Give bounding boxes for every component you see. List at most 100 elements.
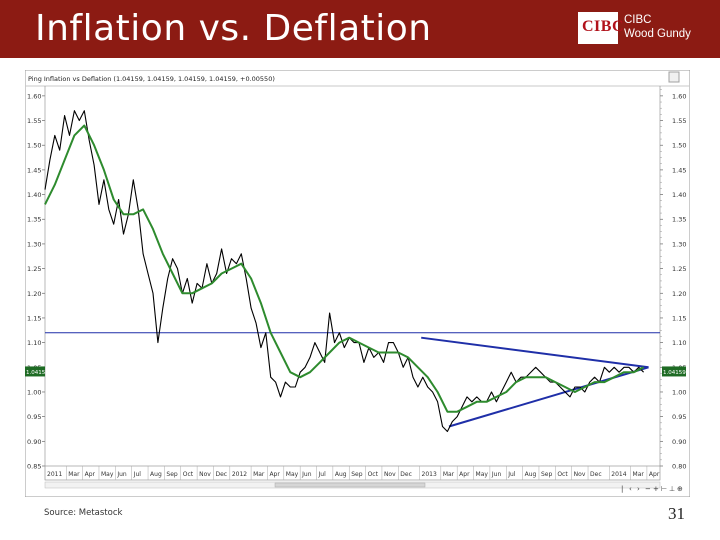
x-tick-label: Oct	[557, 471, 568, 478]
x-tick-label: May	[286, 471, 299, 478]
y-tick-label-right: 1.45	[672, 166, 686, 174]
cibc-logo-mark: CIBC	[578, 12, 624, 44]
page-number: 31	[668, 504, 685, 523]
x-tick-label: May	[101, 471, 114, 478]
y-tick-label-left: 1.50	[27, 142, 41, 150]
y-tick-label-left: 0.90	[27, 438, 41, 446]
scroll-up-button[interactable]	[668, 71, 680, 83]
plot-area	[45, 86, 660, 466]
trendline	[421, 336, 649, 369]
y-tick-label-left: 1.55	[27, 117, 41, 125]
x-tick-label: Dec	[590, 471, 602, 478]
scrollbar-thumb	[274, 482, 426, 488]
toolbar-button[interactable]: ⊥	[669, 485, 675, 493]
logo-wordmark: CIBC Wood Gundy	[624, 13, 691, 41]
y-tick-label-left: 1.35	[27, 216, 41, 224]
y-tick-label-right: 1.40	[672, 191, 686, 199]
source-note: Source: Metastock	[44, 508, 123, 518]
x-tick-label: Apr	[649, 471, 660, 478]
x-tick-label: Dec	[215, 471, 227, 478]
last-value-labels: 1.04159 1.04159	[25, 366, 686, 377]
y-tick-label-right: 1.35	[672, 216, 686, 224]
x-tick-label: Nov	[574, 471, 586, 478]
x-tick-label: Aug	[150, 471, 162, 478]
x-tick-label: Jun	[116, 471, 127, 478]
y-tick-label-left: 0.95	[27, 413, 41, 421]
chart-lines	[44, 110, 660, 433]
x-tick-label: Oct	[183, 471, 194, 478]
y-tick-label-left: 1.10	[27, 339, 41, 347]
toolbar-button[interactable]: −	[645, 485, 651, 493]
logo-line-2: Wood Gundy	[624, 28, 691, 40]
y-tick-label-right: 1.00	[672, 388, 686, 396]
x-tick-label: 2014	[611, 471, 626, 478]
y-tick-label-right: 0.80	[672, 463, 686, 471]
x-tick-label: 2013	[422, 471, 437, 478]
x-tick-label: Jul	[318, 471, 327, 478]
cibc-wood-gundy-logo: CIBC CIBC Wood Gundy	[578, 12, 691, 46]
y-tick-label-right: 1.20	[672, 290, 686, 298]
toolbar-button[interactable]: ⊕	[677, 485, 683, 493]
chart-svg: Ping Inflation vs Deflation (1.04159, 1.…	[24, 69, 691, 498]
y-tick-label-left: 1.25	[27, 265, 41, 273]
y-tick-label-right: 1.30	[672, 240, 686, 248]
x-tick-label: Sep	[351, 471, 363, 478]
y-tick-label-left: 1.40	[27, 191, 41, 199]
last-value-label-left: 1.04159	[26, 370, 49, 376]
y-tick-label-left: 1.30	[27, 240, 41, 248]
toolbar-button[interactable]: ⊢	[661, 485, 667, 493]
x-tick-label: Mar	[253, 471, 265, 478]
chart-toolbar: | ‹ › − + ⊢ ⊥ ⊕	[621, 485, 683, 493]
y-tick-label-right: 1.25	[672, 265, 686, 273]
last-value-label-right: 1.04159	[663, 370, 686, 376]
y-tick-label-left: 1.00	[27, 388, 41, 396]
y-tick-label-right: 0.90	[672, 438, 686, 446]
x-tick-label: May	[476, 471, 489, 478]
last-value-tag-right	[662, 366, 686, 377]
x-tick-label: Nov	[384, 471, 396, 478]
title-bar: Inflation vs. Deflation CIBC CIBC Wood G…	[0, 0, 720, 58]
y-tick-label-right: 1.15	[672, 314, 686, 322]
x-tick-label: Apr	[85, 471, 96, 478]
y-tick-label-left: 1.20	[27, 290, 41, 298]
x-axis: 2011 Mar Apr May Jun Jul Aug Sep Oct Nov Dec 2012 Ma…	[44, 465, 661, 489]
x-tick-label: 2011	[47, 471, 62, 478]
y-tick-label-right: 1.50	[672, 142, 686, 150]
x-tick-label: Apr	[459, 471, 470, 478]
price-line	[44, 110, 644, 433]
y-tick-label-left: 0.85	[27, 463, 41, 471]
right-y-axis: 0.800.900.951.001.051.101.151.201.251.30…	[659, 86, 686, 471]
toolbar-button[interactable]: ‹	[629, 485, 632, 493]
x-tick-label: Sep	[166, 471, 178, 478]
moving-average-line	[44, 124, 645, 413]
last-value-tag-left	[25, 366, 45, 377]
y-tick-label-left: 1.45	[27, 166, 41, 174]
y-tick-label-right: 1.60	[672, 92, 686, 100]
toolbar-button[interactable]: +	[653, 485, 659, 493]
x-tick-label: Nov	[199, 471, 211, 478]
x-tick-label: Apr	[269, 471, 280, 478]
slide-title: Inflation vs. Deflation	[35, 8, 432, 49]
x-tick-label: Aug	[335, 471, 347, 478]
x-tick-label: Sep	[541, 471, 553, 478]
x-tick-label: Jul	[507, 471, 516, 478]
x-tick-label: Aug	[525, 471, 537, 478]
logo-line-1: CIBC	[624, 14, 652, 26]
x-tick-label: Dec	[400, 471, 412, 478]
x-tick-label: Jul	[133, 471, 142, 478]
x-tick-label: 2012	[232, 471, 247, 478]
cibc-logo-text: CIBC	[582, 18, 625, 35]
x-tick-label: Jun	[301, 471, 312, 478]
x-tick-label: Mar	[633, 471, 645, 478]
toolbar-button[interactable]: ›	[637, 485, 640, 493]
y-tick-label-left: 1.60	[27, 92, 41, 100]
toolbar-button[interactable]: |	[621, 485, 623, 493]
x-tick-label: Mar	[443, 471, 455, 478]
x-tick-label: Oct	[368, 471, 379, 478]
y-tick-label-right: 1.10	[672, 339, 686, 347]
y-tick-label-right: 1.55	[672, 117, 686, 125]
x-tick-label: Jun	[491, 471, 502, 478]
y-tick-label-right: 0.95	[672, 413, 686, 421]
y-tick-label-left: 1.15	[27, 314, 41, 322]
x-tick-label: Mar	[68, 471, 80, 478]
